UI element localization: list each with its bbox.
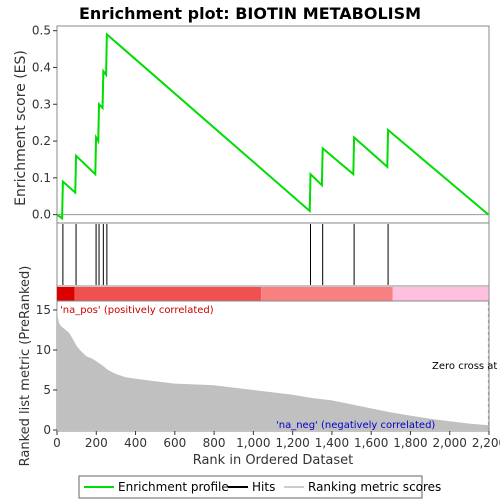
legend: Enrichment profile Hits Ranking metric s… <box>78 475 441 499</box>
x-tick-label: 2,200 <box>472 436 500 450</box>
x-tick-label: 200 <box>85 436 108 450</box>
metric-panel: Zero cross at 1 'na_pos' (positively cor… <box>18 266 500 468</box>
es-y-axis-label: Enrichment score (ES) <box>13 50 29 206</box>
metric-y-axis: 0 5 10 15 <box>36 303 57 437</box>
x-tick-label: 1,400 <box>315 436 349 450</box>
es-y-tick-label: 0.1 <box>32 171 51 185</box>
x-tick-label: 600 <box>163 436 186 450</box>
chart-title: Enrichment plot: BIOTIN METABOLISM <box>79 4 421 23</box>
legend-enrichment-profile: Enrichment profile <box>118 480 229 494</box>
enrichment-profile-line <box>56 32 490 221</box>
negative-label: 'na_neg' (negatively correlated) <box>276 420 435 431</box>
es-y-tick-label: 0.4 <box>32 60 51 74</box>
legend-frame <box>78 475 423 499</box>
x-tick-label: 800 <box>203 436 226 450</box>
zero-cross-label: Zero cross at 1 <box>432 361 500 372</box>
x-axis-label: Rank in Ordered Dataset <box>193 453 354 468</box>
hits-panel <box>56 222 490 287</box>
x-tick-label: 400 <box>124 436 147 450</box>
metric-y-axis-label: Ranked list metric (PreRanked) <box>18 266 33 467</box>
es-y-tick-label: 0.5 <box>32 24 51 38</box>
metric-x-axis: 0 200 400 600 800 1,000 1,200 1,400 1,600 1,800 2,… <box>53 431 500 450</box>
es-y-tick-label: 0.2 <box>32 134 51 148</box>
metric-y-tick-label: 15 <box>36 303 51 317</box>
metric-y-tick-label: 5 <box>43 383 51 397</box>
x-tick-label: 1,600 <box>354 436 388 450</box>
es-panel-frame <box>56 25 490 224</box>
x-tick-label: 1,200 <box>275 436 309 450</box>
ranking-color-bar <box>56 285 490 302</box>
legend-hits: Hits <box>252 480 275 494</box>
color-bar-positive <box>74 287 262 301</box>
x-tick-label: 2,000 <box>433 436 467 450</box>
x-tick-label: 0 <box>53 436 61 450</box>
positive-label: 'na_pos' (positively correlated) <box>60 305 214 316</box>
es-y-tick-label: 0.0 <box>32 208 51 222</box>
es-y-axis: 0.0 0.1 0.2 0.3 0.4 0.5 <box>32 24 57 222</box>
legend-ranking-metric: Ranking metric scores <box>308 480 441 494</box>
es-y-tick-label: 0.3 <box>32 97 51 111</box>
metric-y-tick-label: 10 <box>36 343 51 357</box>
hits-ticks <box>62 224 389 285</box>
color-bar-negative <box>392 287 489 301</box>
es-panel: 0.0 0.1 0.2 0.3 0.4 0.5 Enrichment score (ES) <box>13 24 490 224</box>
color-bar-strong-positive <box>57 287 75 301</box>
x-tick-label: 1,800 <box>393 436 427 450</box>
ranking-metric-area <box>57 306 489 430</box>
x-tick-label: 1,000 <box>236 436 270 450</box>
color-bar-weak-positive <box>261 287 393 301</box>
hits-panel-frame <box>56 222 490 287</box>
metric-y-tick-label: 0 <box>43 423 51 437</box>
